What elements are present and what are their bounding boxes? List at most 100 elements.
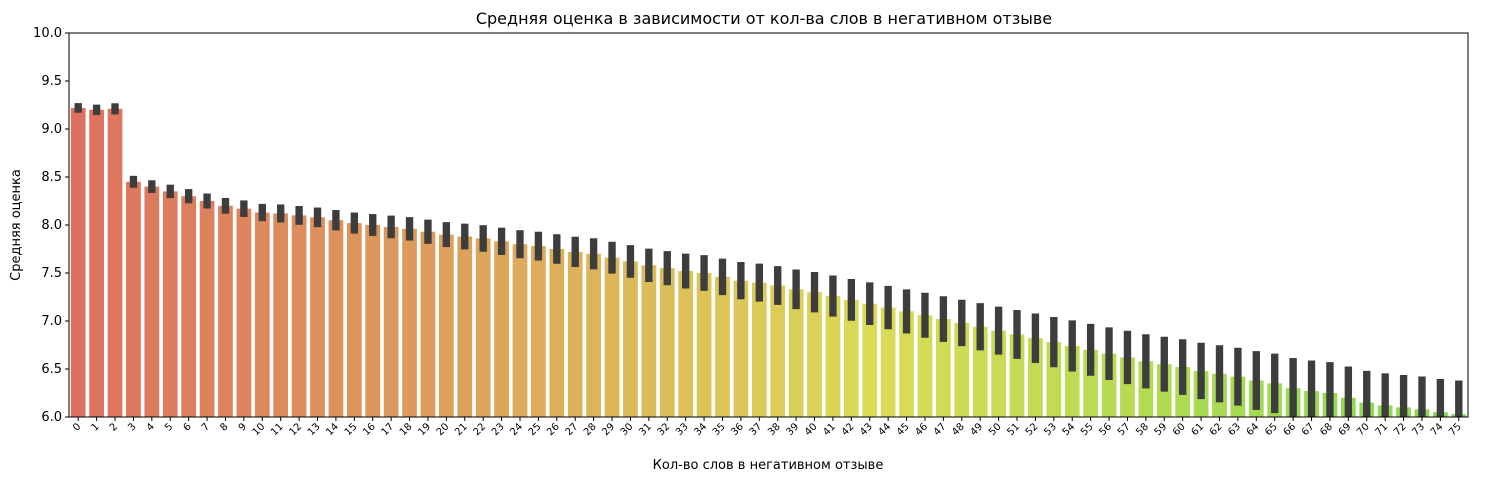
x-tick-label: 38	[766, 421, 783, 438]
x-tick-label: 35	[711, 421, 728, 438]
x-tick-label: 29	[600, 421, 617, 438]
bar	[659, 268, 675, 417]
x-tick-label: 28	[582, 421, 599, 438]
x-tick-label: 6	[181, 421, 193, 433]
bar	[531, 246, 546, 417]
bar	[494, 241, 509, 417]
x-tick-label: 14	[324, 421, 341, 438]
bar	[770, 285, 786, 417]
x-tick-label: 40	[803, 421, 820, 438]
x-tick-label: 36	[729, 421, 746, 438]
x-tick-label: 39	[784, 421, 801, 438]
bar	[623, 261, 638, 417]
y-tick-label: 8.0	[41, 218, 62, 233]
y-tick-label: 8.5	[41, 170, 62, 185]
bar	[346, 223, 362, 417]
bar	[678, 271, 694, 417]
x-tick-label: 74	[1429, 421, 1446, 438]
x-tick-label: 10	[251, 421, 268, 438]
x-tick-label: 47	[932, 421, 949, 438]
x-tick-label: 55	[1079, 421, 1096, 438]
x-tick-label: 4	[145, 421, 157, 433]
bar	[181, 196, 197, 417]
x-tick-label: 44	[876, 421, 893, 438]
bar	[807, 292, 822, 417]
x-tick-label: 42	[840, 421, 857, 438]
bar	[328, 220, 344, 417]
x-tick-label: 67	[1300, 421, 1317, 438]
x-tick-label: 13	[306, 421, 323, 438]
bar	[310, 217, 325, 417]
x-tick-label: 65	[1263, 421, 1280, 438]
x-tick-label: 26	[545, 421, 562, 438]
bar	[236, 208, 252, 417]
bar	[1138, 361, 1154, 417]
x-tick-label: 22	[472, 421, 489, 438]
x-axis-label: Кол-во слов в негативном отзыве	[653, 458, 884, 473]
bar	[291, 215, 307, 417]
bar	[751, 282, 767, 417]
x-tick-label: 69	[1337, 421, 1354, 438]
bar	[126, 181, 141, 417]
x-tick-label: 1	[89, 421, 101, 433]
x-tick-label: 32	[656, 421, 673, 438]
bar	[438, 234, 454, 417]
x-tick-label: 20	[435, 421, 452, 438]
bar	[917, 315, 933, 417]
x-tick-label: 43	[858, 421, 875, 438]
x-axis: 0 1 2 3 4 5 6 7 8 9 10 11 12 13 14 15 16 17 18 19 20 21 22 23 24…	[71, 417, 1464, 438]
bar	[733, 280, 749, 417]
bar	[880, 307, 896, 417]
bar	[512, 244, 528, 417]
x-tick-label: 73	[1410, 421, 1427, 438]
x-tick-label: 50	[987, 421, 1004, 438]
x-tick-label: 52	[1024, 421, 1041, 438]
y-tick-label: 7.0	[41, 314, 62, 329]
x-tick-label: 37	[748, 421, 765, 438]
bar	[89, 109, 104, 418]
plot-frame	[68, 32, 1469, 418]
bar	[696, 273, 712, 417]
x-tick-label: 3	[126, 421, 138, 433]
x-tick-label: 19	[416, 421, 433, 438]
y-axis-label: Средняя оценка	[9, 169, 24, 281]
x-tick-label: 71	[1374, 421, 1391, 438]
bar	[1083, 349, 1099, 417]
bar	[457, 236, 473, 417]
y-tick-label: 10.0	[33, 26, 62, 41]
x-tick-label: 63	[1226, 421, 1243, 438]
x-tick-label: 31	[637, 421, 654, 438]
bar	[954, 322, 970, 417]
bar	[567, 251, 583, 417]
plot-area	[70, 103, 1467, 418]
x-tick-label: 23	[490, 421, 507, 438]
bar	[549, 249, 565, 417]
x-tick-label: 57	[1116, 421, 1133, 438]
x-tick-label: 30	[619, 421, 636, 438]
x-tick-label: 49	[969, 421, 986, 438]
x-tick-label: 2	[108, 421, 120, 433]
bar	[825, 296, 841, 417]
x-tick-label: 59	[1153, 421, 1170, 438]
bar	[936, 319, 951, 417]
x-tick-label: 45	[895, 421, 912, 438]
y-tick-label: 9.5	[41, 74, 62, 89]
bar	[586, 253, 601, 417]
bar	[254, 212, 270, 417]
x-tick-label: 54	[1061, 421, 1078, 438]
bar	[788, 289, 804, 417]
x-tick-label: 7	[200, 421, 212, 433]
x-tick-label: 11	[269, 421, 286, 438]
bar	[365, 225, 381, 417]
x-tick-label: 48	[950, 421, 967, 438]
y-tick-label: 6.5	[41, 362, 62, 377]
bar	[383, 226, 399, 417]
x-tick-label: 60	[1171, 421, 1188, 438]
x-tick-label: 41	[821, 421, 838, 438]
bar	[144, 186, 160, 417]
x-tick-label: 15	[343, 421, 360, 438]
y-tick-label: 6.0	[41, 410, 62, 425]
x-tick-label: 68	[1318, 421, 1335, 438]
x-tick-label: 66	[1281, 421, 1298, 438]
